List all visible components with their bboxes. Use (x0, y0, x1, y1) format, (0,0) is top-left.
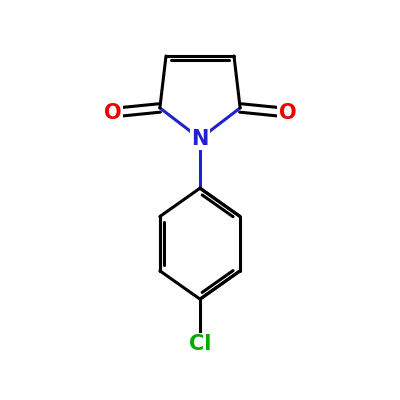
Text: Cl: Cl (189, 334, 211, 354)
Text: O: O (104, 103, 122, 123)
Text: O: O (278, 103, 296, 123)
Text: N: N (191, 129, 209, 149)
